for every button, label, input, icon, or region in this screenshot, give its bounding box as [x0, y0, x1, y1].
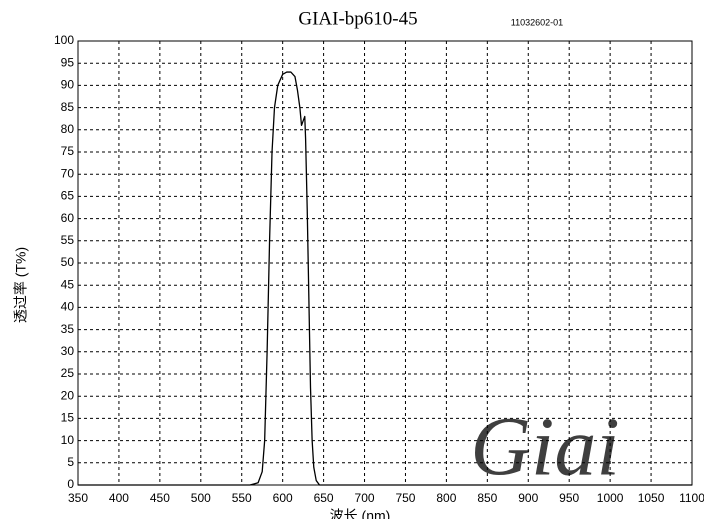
y-tick-label: 60	[61, 211, 75, 225]
x-tick-label: 650	[314, 491, 334, 505]
y-tick-label: 20	[61, 388, 75, 402]
y-tick-label: 85	[61, 100, 75, 114]
x-tick-label: 600	[273, 491, 293, 505]
x-tick-label: 450	[150, 491, 170, 505]
x-tick-label: 550	[232, 491, 252, 505]
y-tick-label: 95	[61, 55, 75, 69]
y-tick-label: 0	[67, 477, 74, 491]
x-tick-label: 350	[68, 491, 88, 505]
watermark: Giai	[470, 400, 619, 493]
y-tick-label: 25	[61, 366, 75, 380]
x-tick-label: 400	[109, 491, 129, 505]
chart-title: GIAI-bp610-45	[298, 8, 417, 29]
y-tick-label: 75	[61, 144, 75, 158]
x-tick-label: 1050	[638, 491, 665, 505]
y-tick-label: 65	[61, 189, 75, 203]
x-tick-label: 800	[436, 491, 456, 505]
y-tick-label: 35	[61, 322, 75, 336]
x-tick-label: 750	[395, 491, 415, 505]
y-tick-label: 90	[61, 78, 75, 92]
data-line	[78, 71, 692, 486]
x-axis-label: 波长 (nm)	[330, 508, 391, 519]
y-tick-label: 80	[61, 122, 75, 136]
y-tick-label: 50	[61, 255, 75, 269]
x-tick-label: 1100	[679, 491, 704, 505]
x-tick-label: 500	[191, 491, 211, 505]
y-tick-label: 70	[61, 166, 75, 180]
y-tick-label: 5	[67, 455, 74, 469]
y-tick-label: 100	[54, 33, 74, 47]
x-tick-label: 700	[355, 491, 375, 505]
x-tick-label: 950	[559, 491, 579, 505]
x-tick-label: 850	[477, 491, 497, 505]
y-tick-label: 55	[61, 233, 75, 247]
y-tick-label: 15	[61, 411, 75, 425]
y-tick-label: 45	[61, 277, 75, 291]
y-axis-label: 透过率 (T%)	[13, 247, 29, 323]
y-tick-label: 30	[61, 344, 75, 358]
x-tick-label: 1000	[597, 491, 624, 505]
x-tick-label: 900	[518, 491, 538, 505]
chart-subtitle: 11032602-01	[511, 17, 563, 27]
y-tick-label: 40	[61, 300, 75, 314]
y-tick-label: 10	[61, 433, 75, 447]
